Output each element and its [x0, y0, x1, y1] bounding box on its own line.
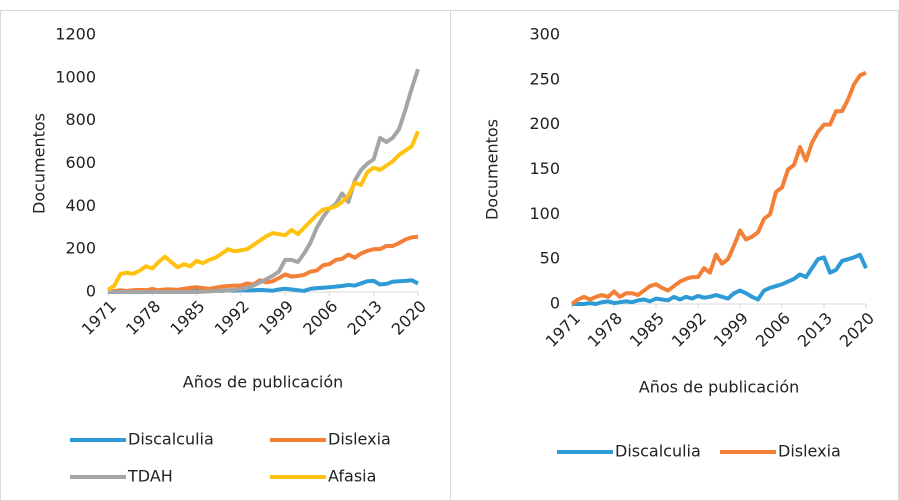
y-tick-label: 100 [529, 204, 560, 223]
y-tick-label: 1000 [55, 67, 96, 86]
x-tick-label: 2006 [299, 297, 341, 339]
legend-label: Afasia [328, 467, 376, 486]
legend-label: Dislexia [328, 430, 391, 449]
series-line [570, 70, 867, 306]
y-tick-label: 0 [86, 282, 96, 301]
y-axis-title: Documentos [483, 119, 502, 220]
y-axis-title: Documentos [30, 113, 49, 214]
y-tick-label: 400 [65, 196, 96, 215]
y-tick-label: 800 [65, 110, 96, 129]
legend-label: Dislexia [778, 442, 841, 461]
y-tick-label: 0 [550, 294, 560, 313]
x-tick-label: 1978 [122, 297, 164, 339]
x-tick-label: 1985 [626, 309, 668, 351]
x-tick-label: 2006 [752, 309, 794, 351]
x-tick-label: 2013 [794, 309, 836, 351]
x-axis-title: Años de publicación [639, 378, 800, 397]
series-line [108, 68, 420, 294]
x-tick-label: 1999 [710, 309, 752, 351]
y-tick-label: 600 [65, 153, 96, 172]
y-tick-label: 300 [529, 25, 560, 44]
x-tick-label: 2020 [388, 297, 430, 339]
series-line [572, 252, 868, 306]
x-tick-label: 1992 [211, 297, 253, 339]
x-tick-label: 1992 [668, 309, 710, 351]
x-tick-label: 2020 [836, 309, 878, 351]
legend-label: TDAH [127, 467, 173, 486]
x-tick-label: 2013 [343, 297, 385, 339]
x-tick-label: 1971 [78, 297, 120, 339]
y-tick-label: 250 [529, 69, 560, 88]
series-line [106, 130, 420, 292]
y-tick-label: 200 [65, 239, 96, 258]
x-tick-label: 1999 [255, 297, 297, 339]
legend-label: Discalculia [128, 430, 214, 449]
x-tick-label: 1971 [542, 309, 584, 351]
x-tick-label: 1985 [166, 297, 208, 339]
legend-label: Discalculia [615, 442, 701, 461]
x-axis-title: Años de publicación [183, 373, 344, 392]
y-tick-label: 150 [529, 159, 560, 178]
frame [0, 10, 899, 501]
y-tick-label: 50 [540, 249, 560, 268]
y-tick-label: 200 [529, 114, 560, 133]
y-tick-label: 1200 [55, 25, 96, 44]
x-tick-label: 1978 [584, 309, 626, 351]
